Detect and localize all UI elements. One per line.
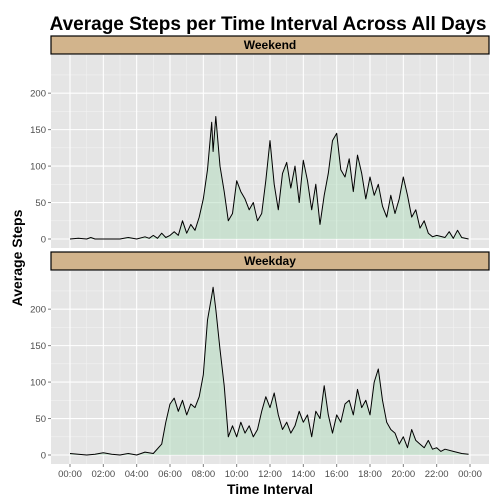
y-tick-label: 150 bbox=[30, 341, 46, 352]
strip-label-weekday: Weekday bbox=[244, 254, 296, 268]
y-tick-label: 0 bbox=[41, 451, 46, 462]
strip-weekend bbox=[50, 35, 490, 55]
x-tick-label: 20:00 bbox=[391, 469, 415, 480]
x-tick-label: 08:00 bbox=[191, 469, 215, 480]
x-ticks: 00:00 02:00 04:00 06:00 08:00 10:00 12:00 14:00… bbox=[58, 464, 482, 480]
x-tick-label: 22:00 bbox=[425, 469, 449, 480]
y-tick-label: 100 bbox=[30, 162, 46, 173]
series-weekend bbox=[69, 116, 469, 240]
x-tick-label: 12:00 bbox=[258, 469, 282, 480]
y-tick-label: 0 bbox=[41, 235, 46, 246]
x-tick-label: 04:00 bbox=[125, 469, 149, 480]
y-tick-label: 50 bbox=[35, 198, 46, 209]
x-tick-label: 00:00 bbox=[458, 469, 482, 480]
x-tick-label: 02:00 bbox=[91, 469, 115, 480]
x-tick-label: 18:00 bbox=[358, 469, 382, 480]
series-line-weekend bbox=[69, 116, 469, 240]
x-tick-label: 14:00 bbox=[291, 469, 315, 480]
chart-title: Average Steps per Time Interval Across A… bbox=[50, 14, 487, 35]
y-tick-label: 100 bbox=[30, 378, 46, 389]
area-fill-weekend bbox=[70, 116, 469, 239]
series-weekday bbox=[69, 286, 469, 456]
x-tick-label: 06:00 bbox=[158, 469, 182, 480]
y-ticks-weekday: 0 50 100 150 200 bbox=[30, 305, 51, 462]
y-tick-label: 150 bbox=[30, 125, 46, 136]
x-tick-label: 00:00 bbox=[58, 469, 82, 480]
area-fill-weekday bbox=[70, 287, 469, 455]
x-tick-label: 10:00 bbox=[225, 469, 249, 480]
panel-weekend: Weekend 0 50 100 150 200 bbox=[30, 35, 490, 248]
y-ticks-weekend: 0 50 100 150 200 bbox=[30, 89, 51, 246]
strip-weekday bbox=[50, 251, 490, 271]
x-axis-title: Time Interval bbox=[227, 481, 313, 497]
y-axis-title: Average Steps bbox=[9, 209, 25, 306]
y-tick-label: 200 bbox=[30, 89, 46, 100]
y-tick-label: 200 bbox=[30, 305, 46, 316]
y-tick-label: 50 bbox=[35, 414, 46, 425]
panel-weekday: Weekday 0 50 100 150 200 bbox=[30, 251, 490, 464]
strip-label-weekend: Weekend bbox=[244, 38, 296, 52]
x-tick-label: 16:00 bbox=[325, 469, 349, 480]
series-line-weekday bbox=[69, 286, 469, 456]
